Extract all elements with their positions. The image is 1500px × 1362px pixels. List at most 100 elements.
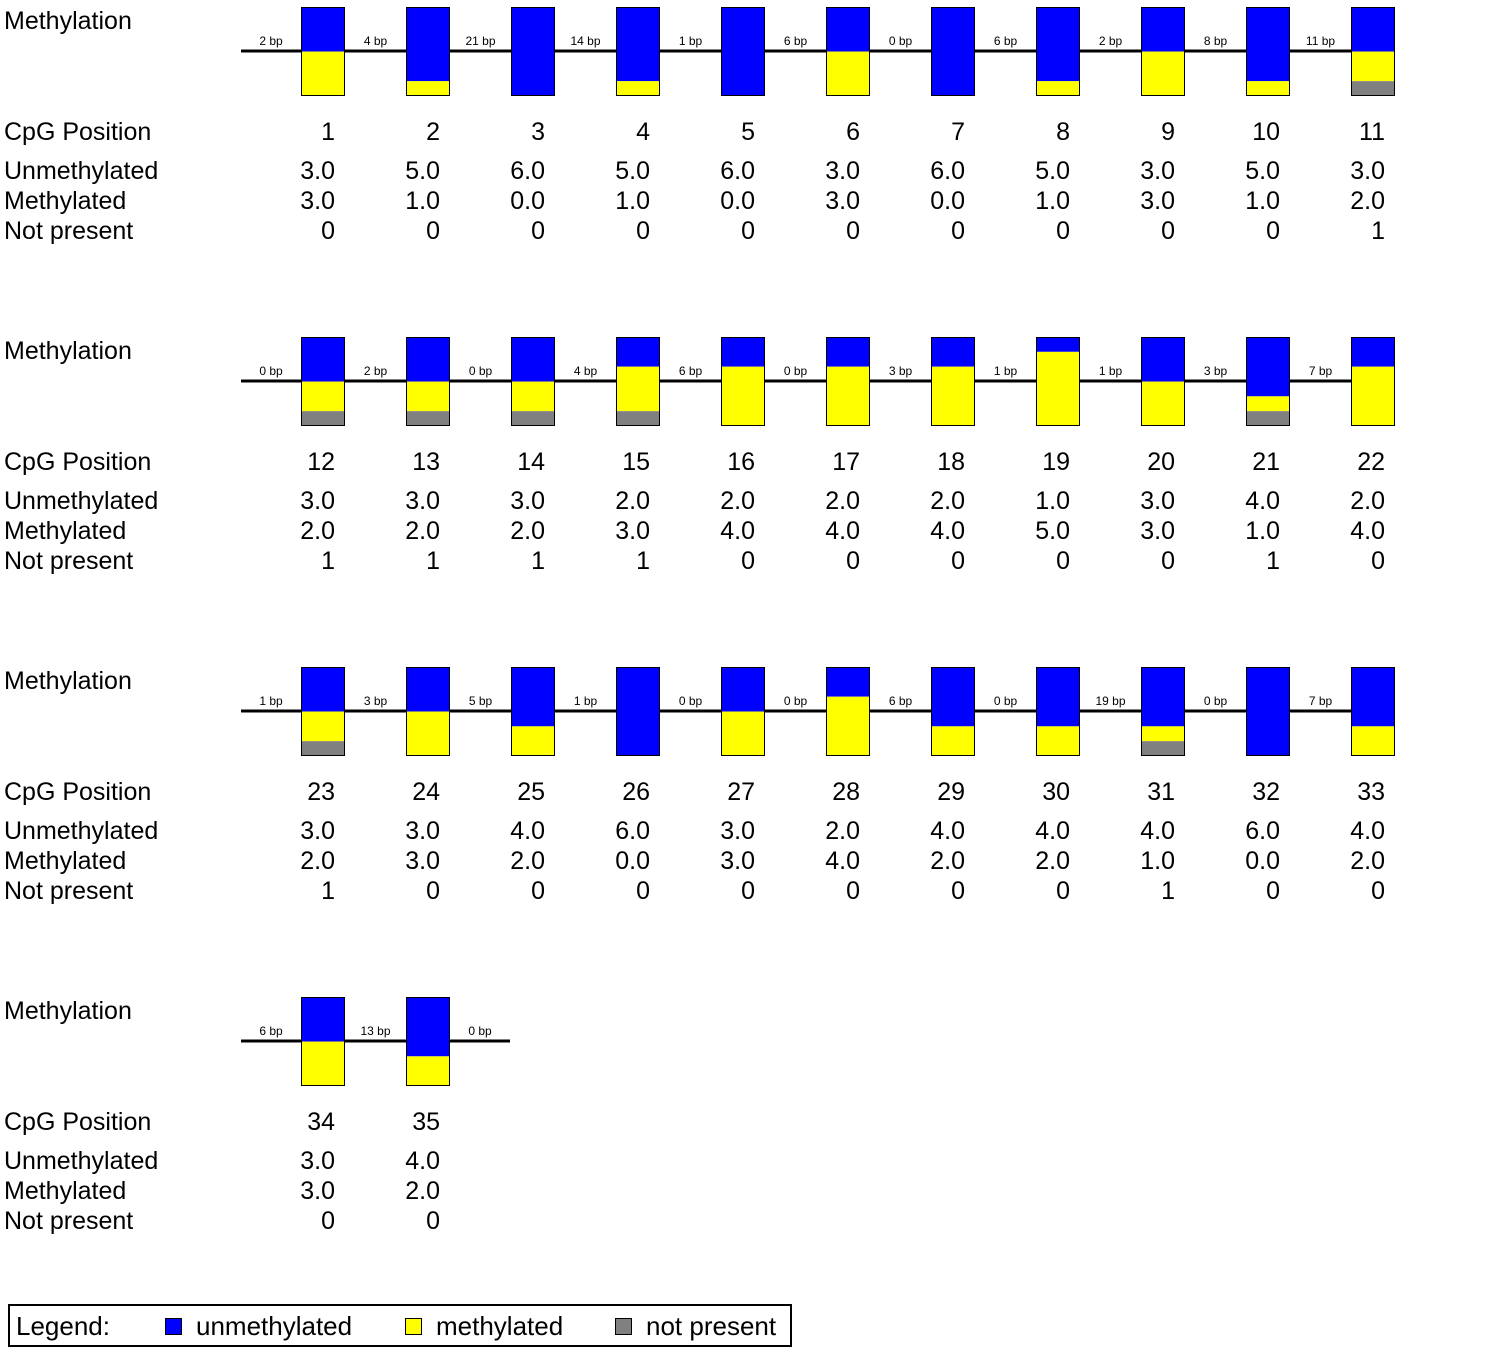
bar-segment-unmethylated bbox=[301, 667, 345, 712]
unmethylated-value: 6.0 bbox=[720, 157, 755, 185]
bar-segment-methylated bbox=[1351, 726, 1395, 756]
unmethylated-value: 4.0 bbox=[510, 817, 545, 845]
bar-segment-unmethylated bbox=[406, 337, 450, 382]
gap-label: 2 bp bbox=[259, 34, 283, 48]
bar-segment-unmethylated bbox=[616, 337, 660, 367]
bar-segment-methylated bbox=[1036, 726, 1080, 756]
bar-segment-unmethylated bbox=[616, 667, 660, 756]
bar-outline bbox=[301, 337, 345, 426]
cpg-position-label: 27 bbox=[727, 778, 755, 806]
bar-outline bbox=[931, 7, 975, 96]
bar-segment-not-present bbox=[301, 411, 345, 426]
gap-label: 0 bp bbox=[259, 364, 283, 378]
gap-label: 1 bp bbox=[994, 364, 1018, 378]
gap-label: 1 bp bbox=[679, 34, 703, 48]
methylated-value: 4.0 bbox=[1350, 517, 1385, 545]
bar-segment-unmethylated bbox=[616, 7, 660, 82]
legend-label-unmethylated: unmethylated bbox=[196, 1311, 353, 1341]
cpg-position-row-label: CpG Position bbox=[4, 1108, 151, 1136]
not-present-value: 1 bbox=[531, 547, 545, 575]
unmethylated-row-label: Unmethylated bbox=[4, 1147, 158, 1175]
unmethylated-value: 4.0 bbox=[405, 1147, 440, 1175]
not-present-row-label: Not present bbox=[4, 217, 133, 245]
not-present-value: 1 bbox=[636, 547, 650, 575]
cpg-position-label: 14 bbox=[517, 448, 545, 476]
bar-outline bbox=[1141, 337, 1185, 426]
bar-segment-unmethylated bbox=[931, 337, 975, 367]
not-present-value: 0 bbox=[321, 1207, 335, 1235]
bar-segment-not-present bbox=[511, 411, 555, 426]
unmethylated-value: 2.0 bbox=[930, 487, 965, 515]
unmethylated-value: 3.0 bbox=[1140, 487, 1175, 515]
methylated-value: 2.0 bbox=[405, 517, 440, 545]
gap-label: 0 bp bbox=[679, 694, 703, 708]
not-present-value: 0 bbox=[741, 877, 755, 905]
methylated-value: 3.0 bbox=[1140, 187, 1175, 215]
methylated-value: 2.0 bbox=[930, 847, 965, 875]
bar-outline bbox=[406, 997, 450, 1086]
bar-segment-unmethylated bbox=[301, 337, 345, 382]
methylated-value: 1.0 bbox=[1245, 187, 1280, 215]
bar-segment-unmethylated bbox=[931, 667, 975, 727]
bar-outline bbox=[721, 7, 765, 96]
cpg-position-label: 20 bbox=[1147, 448, 1175, 476]
not-present-value: 0 bbox=[1056, 217, 1070, 245]
not-present-value: 0 bbox=[636, 877, 650, 905]
methylated-value: 2.0 bbox=[300, 847, 335, 875]
not-present-value: 0 bbox=[1161, 547, 1175, 575]
not-present-value: 0 bbox=[1266, 877, 1280, 905]
cpg-position-label: 8 bbox=[1056, 118, 1070, 146]
gap-label: 6 bp bbox=[994, 34, 1018, 48]
unmethylated-value: 3.0 bbox=[300, 157, 335, 185]
unmethylated-value: 1.0 bbox=[1035, 487, 1070, 515]
methylated-value: 3.0 bbox=[615, 517, 650, 545]
bar-outline bbox=[301, 667, 345, 756]
gap-label: 1 bp bbox=[574, 694, 598, 708]
not-present-value: 0 bbox=[531, 877, 545, 905]
bar-segment-unmethylated bbox=[826, 337, 870, 367]
unmethylated-value: 6.0 bbox=[930, 157, 965, 185]
methylation-row-label: Methylation bbox=[4, 997, 132, 1025]
bar-segment-not-present bbox=[406, 411, 450, 426]
bar-segment-unmethylated bbox=[1246, 7, 1290, 82]
bar-segment-not-present bbox=[301, 741, 345, 756]
bar-segment-unmethylated bbox=[721, 337, 765, 367]
bar-outline bbox=[931, 667, 975, 756]
cpg-position-label: 17 bbox=[832, 448, 860, 476]
gap-label: 6 bp bbox=[679, 364, 703, 378]
bar-outline bbox=[1246, 667, 1290, 756]
bar-segment-unmethylated bbox=[1351, 7, 1395, 52]
gap-label: 3 bp bbox=[1204, 364, 1228, 378]
cpg-position-label: 33 bbox=[1357, 778, 1385, 806]
legend-swatch-unmethylated bbox=[165, 1318, 182, 1335]
bar-segment-methylated bbox=[406, 381, 450, 412]
gap-label: 14 bp bbox=[570, 34, 600, 48]
methylated-value: 2.0 bbox=[1350, 187, 1385, 215]
bar-segment-methylated bbox=[931, 726, 975, 756]
cpg-position-label: 6 bbox=[846, 118, 860, 146]
methylated-value: 4.0 bbox=[720, 517, 755, 545]
not-present-value: 0 bbox=[1266, 217, 1280, 245]
bar-outline bbox=[1036, 7, 1080, 96]
methylation-row-label: Methylation bbox=[4, 667, 132, 695]
bar-segment-not-present bbox=[1351, 81, 1395, 96]
bar-outline bbox=[511, 337, 555, 426]
unmethylated-value: 4.0 bbox=[1140, 817, 1175, 845]
unmethylated-value: 4.0 bbox=[1350, 817, 1385, 845]
not-present-row-label: Not present bbox=[4, 877, 133, 905]
legend-label-methylated: methylated bbox=[436, 1311, 564, 1341]
bar-segment-unmethylated bbox=[301, 997, 345, 1042]
methylated-value: 2.0 bbox=[510, 847, 545, 875]
methylated-value: 0.0 bbox=[615, 847, 650, 875]
not-present-value: 0 bbox=[1056, 547, 1070, 575]
bar-segment-methylated bbox=[1141, 726, 1185, 742]
methylated-value: 1.0 bbox=[1245, 517, 1280, 545]
cpg-position-label: 35 bbox=[412, 1108, 440, 1136]
cpg-position-label: 5 bbox=[741, 118, 755, 146]
cpg-position-label: 29 bbox=[937, 778, 965, 806]
not-present-value: 0 bbox=[1056, 877, 1070, 905]
bar-outline bbox=[511, 667, 555, 756]
legend-item-not-present: not present bbox=[615, 1311, 776, 1342]
cpg-position-label: 26 bbox=[622, 778, 650, 806]
bar-segment-methylated bbox=[301, 381, 345, 412]
